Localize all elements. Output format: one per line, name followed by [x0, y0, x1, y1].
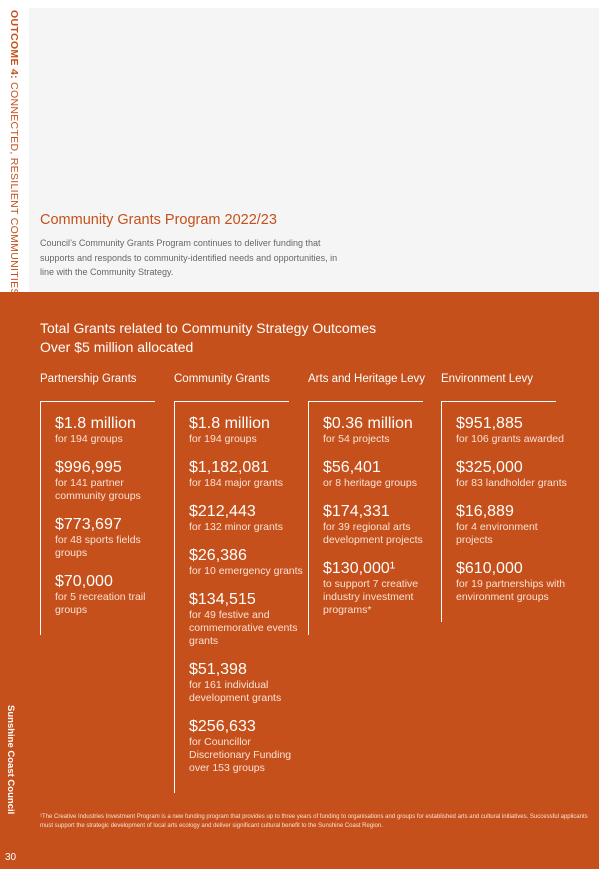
grant-description: for Councillor Discretionary Funding ove… [189, 736, 292, 774]
column-heading: Environment Levy [441, 373, 534, 385]
grant-item: $26,386 for 10 emergency grants [189, 546, 307, 578]
grant-amount: $325,000 [456, 459, 523, 476]
grant-description: for 39 regional arts development project… [323, 521, 423, 546]
grant-column: Community Grants $1.8 million for 194 grou… [174, 373, 303, 793]
side-label: OUTCOME 4: CONNECTED, RESILIENT COMMUNIT… [8, 10, 20, 296]
grant-description: for 10 emergency grants [189, 565, 303, 577]
column-box: $0.36 million for 54 projects $56,401 or 8 … [308, 401, 423, 635]
grant-item: $1.8 million for 194 groups [189, 414, 307, 446]
column-heading: Community Grants [174, 373, 270, 385]
grant-description: for 184 major grants [189, 477, 283, 489]
grant-item: $0.36 million for 54 projects [323, 414, 441, 446]
grant-description: to support 7 creative industry investmen… [323, 578, 419, 616]
column-box: $1.8 million for 194 groups $1,182,081 for … [174, 401, 303, 793]
grant-description: for 132 minor grants [189, 521, 283, 533]
grant-amount: $26,386 [189, 547, 247, 564]
grant-item: $1,182,081 for 184 major grants [189, 458, 307, 490]
grant-item: $951,885 for 106 grants awarded [456, 414, 574, 446]
column-heading: Partnership Grants [40, 373, 137, 385]
grant-item: $256,633 for Councillor Discretionary Fun… [189, 717, 307, 775]
grant-item: $134,515 for 49 festive and commemorative… [189, 590, 307, 648]
grant-description: for 5 recreation trail groups [55, 591, 146, 616]
header-panel [29, 8, 599, 292]
footnote: ¹The Creative Industries Investment Prog… [40, 814, 588, 829]
grant-description: for 106 grants awarded [456, 433, 564, 445]
grant-amount: $1.8 million [55, 415, 136, 432]
grant-column: Environment Levy $951,885 for 106 grants a… [441, 373, 569, 622]
page-number: 30 [5, 852, 17, 863]
intro-body: Council’s Community Grants Program conti… [40, 238, 338, 277]
grant-amount: $1,182,081 [189, 459, 270, 476]
summary-line: Over $5 million allocated [40, 339, 194, 355]
grant-amount: $996,995 [55, 459, 122, 476]
grant-item: $16,889 for 4 environment projects [456, 502, 574, 547]
grant-description: for 161 individual development grants [189, 679, 282, 704]
column-box: $951,885 for 106 grants awarded $325,000 fo… [441, 401, 567, 622]
grant-item: $996,995 for 141 partner community groups [55, 458, 173, 503]
grant-amount: $70,000 [55, 573, 113, 590]
grant-item: $130,000¹ to support 7 creative industry … [323, 559, 441, 617]
grant-amount: $256,633 [189, 718, 256, 735]
grant-description: for 48 sports fields groups [55, 534, 141, 559]
grant-amount: $773,697 [55, 516, 122, 533]
grant-description: for 54 projects [323, 433, 390, 445]
grant-item: $212,443 for 132 minor grants [189, 502, 307, 534]
grant-item: $174,331 for 39 regional arts development… [323, 502, 441, 547]
grant-item: $51,398 for 161 individual development gr… [189, 660, 307, 705]
grant-column: Partnership Grants $1.8 million for 194 gr… [40, 373, 168, 635]
grant-description: for 4 environment projects [456, 521, 538, 546]
grant-amount: $0.36 million [323, 415, 413, 432]
grant-amount: $1.8 million [189, 415, 270, 432]
side-label-rest: CONNECTED, RESILIENT COMMUNITIES [8, 78, 20, 296]
grant-description: for 194 groups [55, 433, 123, 445]
column-box: $1.8 million for 194 groups $996,995 for 14… [40, 401, 155, 635]
summary-line: Total Grants related to Community Strate… [40, 320, 377, 336]
grant-description: for 194 groups [189, 433, 257, 445]
summary: Total Grants related to Community Strate… [40, 319, 376, 357]
grant-description: for 19 partnerships with environment gro… [456, 578, 566, 603]
grants-panel: Total Grants related to Community Strate… [0, 292, 599, 869]
side-label-bold: OUTCOME 4: [8, 10, 20, 79]
grant-amount: $130,000¹ [323, 560, 396, 577]
grant-column: Arts and Heritage Levy $0.36 million for 5… [308, 373, 436, 635]
grant-amount: $51,398 [189, 661, 247, 678]
grant-item: $56,401 or 8 heritage groups [323, 458, 441, 490]
grant-amount: $951,885 [456, 415, 523, 432]
grant-description: for 83 landholder grants [456, 477, 567, 489]
grant-amount: $16,889 [456, 503, 514, 520]
grant-amount: $134,515 [189, 591, 256, 608]
column-heading: Arts and Heritage Levy [308, 373, 425, 385]
grant-description: for 141 partner community groups [55, 477, 141, 502]
grant-item: $325,000 for 83 landholder grants [456, 458, 574, 490]
grant-description: or 8 heritage groups [323, 477, 417, 489]
grant-amount: $56,401 [323, 459, 381, 476]
intro-title: Community Grants Program 2022/23 [40, 212, 277, 228]
organization: Sunshine Coast Council [5, 705, 16, 815]
grant-amount: $212,443 [189, 503, 256, 520]
grant-item: $610,000 for 19 partnerships with environ… [456, 559, 574, 604]
grant-description: for 49 festive and commemorative events … [189, 609, 298, 647]
grant-item: $70,000 for 5 recreation trail groups [55, 572, 173, 617]
grant-item: $773,697 for 48 sports fields groups [55, 515, 173, 560]
grant-amount: $174,331 [323, 503, 390, 520]
grant-item: $1.8 million for 194 groups [55, 414, 173, 446]
grant-amount: $610,000 [456, 560, 523, 577]
